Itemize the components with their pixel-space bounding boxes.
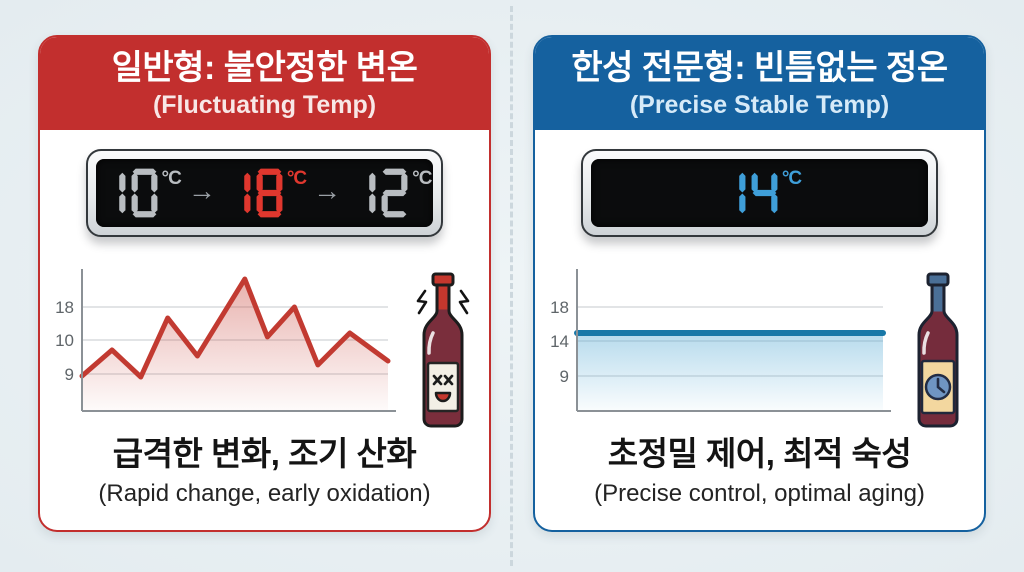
card-subtitle: (Precise Stable Temp)	[629, 91, 890, 119]
caption-title: 급격한 변화, 조기 산화	[112, 435, 417, 472]
caption-subtitle: (Precise control, optimal aging)	[594, 480, 925, 507]
arrow-right-icon: →	[187, 175, 216, 206]
svg-text:9: 9	[65, 365, 74, 384]
card-header-red: 일반형: 불안정한 변온 (Fluctuating Temp)	[40, 37, 489, 130]
caption-block: 초정밀 제어, 최적 숙성 (Precise control, optimal …	[535, 431, 984, 510]
card-header-blue: 한성 전문형: 빈틈없는 정온 (Precise Stable Temp)	[535, 37, 984, 130]
wine-bottle-stressed-icon	[411, 271, 475, 431]
lcd-screen: °C	[591, 159, 928, 227]
stable-temperature-chart: 18 14 9	[547, 267, 893, 423]
arrow-right-icon: →	[313, 175, 342, 206]
lcd-temperature-value: °C	[718, 167, 802, 219]
fluctuating-temperature-chart: 18 10 9	[52, 267, 398, 423]
lcd-temperature-value: °C	[348, 167, 433, 219]
svg-text:18: 18	[550, 298, 569, 317]
lcd-temperature-value: °C	[223, 167, 307, 219]
caption-title: 초정밀 제어, 최적 숙성	[607, 435, 912, 472]
svg-text:14: 14	[550, 332, 569, 351]
svg-text:9: 9	[560, 367, 569, 386]
lcd-screen: °C → °C → °C	[96, 159, 433, 227]
card-title: 일반형: 불안정한 변온	[111, 49, 418, 87]
lcd-temperature-panel: °C → °C → °C	[86, 149, 443, 237]
card-subtitle: (Fluctuating Temp)	[152, 91, 377, 119]
center-divider-dashed-line	[510, 6, 513, 566]
svg-text:18: 18	[55, 298, 74, 317]
lcd-temperature-panel: °C	[581, 149, 938, 237]
caption-block: 급격한 변화, 조기 산화 (Rapid change, early oxida…	[40, 431, 489, 510]
svg-text:10: 10	[55, 331, 74, 350]
lcd-temperature-value: °C	[98, 167, 182, 219]
card-stable-temp: 한성 전문형: 빈틈없는 정온 (Precise Stable Temp) °C…	[533, 35, 986, 532]
card-title: 한성 전문형: 빈틈없는 정온	[571, 49, 948, 87]
card-fluctuating-temp: 일반형: 불안정한 변온 (Fluctuating Temp) °C → °C → °C…	[38, 35, 491, 532]
caption-subtitle: (Rapid change, early oxidation)	[98, 480, 431, 507]
wine-bottle-clock-icon	[906, 271, 970, 431]
